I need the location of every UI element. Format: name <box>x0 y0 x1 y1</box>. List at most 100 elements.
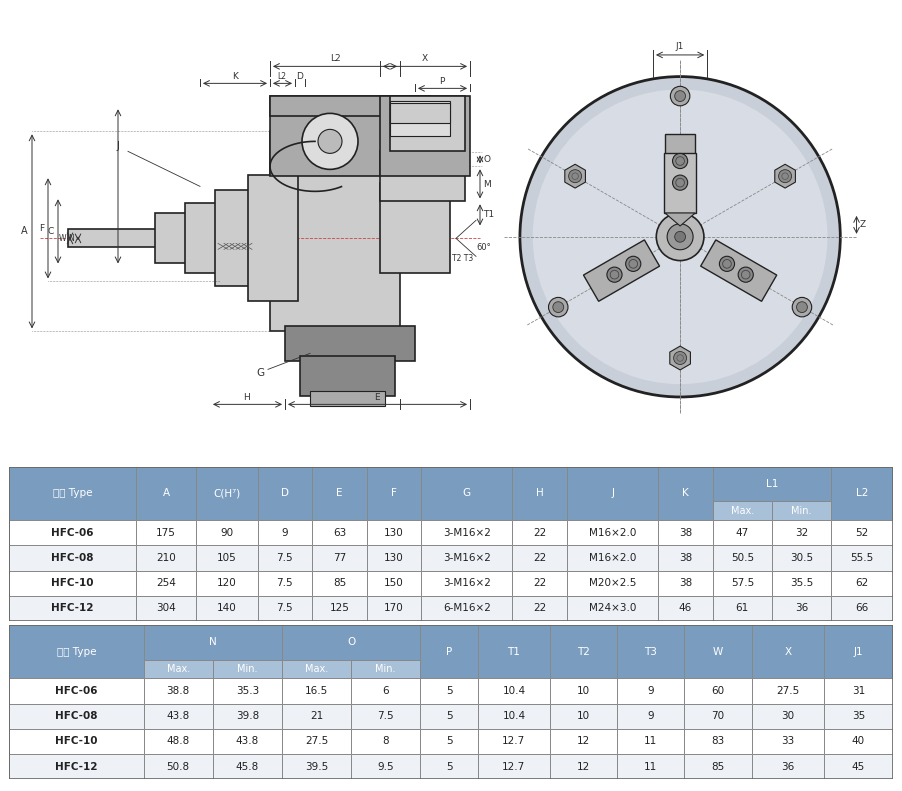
Bar <box>658 570 713 596</box>
Circle shape <box>673 153 687 168</box>
Text: Max.: Max. <box>305 664 328 674</box>
FancyBboxPatch shape <box>701 240 777 301</box>
Text: T3: T3 <box>644 647 658 657</box>
Bar <box>685 679 751 703</box>
Text: T2: T2 <box>577 647 590 657</box>
Text: 5: 5 <box>446 736 453 747</box>
Circle shape <box>673 175 687 191</box>
Bar <box>478 625 550 679</box>
Bar <box>258 570 312 596</box>
Circle shape <box>738 267 753 282</box>
Text: 3-M16×2: 3-M16×2 <box>443 553 491 563</box>
Bar <box>617 703 685 729</box>
Text: 77: 77 <box>333 553 346 563</box>
Text: 35.3: 35.3 <box>235 686 259 696</box>
Text: M24×3.0: M24×3.0 <box>589 604 636 613</box>
Text: J1: J1 <box>676 42 685 51</box>
Text: 43.8: 43.8 <box>235 736 259 747</box>
Bar <box>658 596 713 621</box>
Bar <box>282 660 351 679</box>
Bar <box>617 625 685 679</box>
Text: 3-M16×2: 3-M16×2 <box>443 578 491 589</box>
Text: 130: 130 <box>384 528 404 538</box>
Bar <box>312 520 367 545</box>
Bar <box>380 184 450 274</box>
Bar <box>351 729 420 754</box>
Polygon shape <box>775 165 796 188</box>
Bar <box>420 679 478 703</box>
Bar <box>136 545 196 570</box>
Bar <box>380 151 465 202</box>
Text: H: H <box>536 489 544 498</box>
Text: HFC-10: HFC-10 <box>55 736 97 747</box>
Bar <box>751 703 824 729</box>
Bar <box>9 520 136 545</box>
Bar <box>282 754 351 779</box>
Bar <box>617 754 685 779</box>
Text: T1: T1 <box>508 647 520 657</box>
Bar <box>751 729 824 754</box>
Text: X: X <box>784 647 791 657</box>
Text: 130: 130 <box>384 553 404 563</box>
Text: 170: 170 <box>384 604 404 613</box>
Text: D: D <box>281 489 289 498</box>
Bar <box>751 754 824 779</box>
Text: HFC-08: HFC-08 <box>51 553 94 563</box>
Text: 66: 66 <box>855 604 869 613</box>
Text: L2: L2 <box>856 489 869 498</box>
Bar <box>658 467 713 520</box>
Circle shape <box>796 301 807 312</box>
Polygon shape <box>565 165 585 188</box>
Bar <box>282 703 351 729</box>
Text: O: O <box>347 638 355 647</box>
Bar <box>9 467 136 520</box>
Bar <box>312 570 367 596</box>
Text: J: J <box>116 142 119 151</box>
Bar <box>390 104 450 123</box>
Bar <box>772 570 831 596</box>
Text: N: N <box>209 638 216 647</box>
Bar <box>312 545 367 570</box>
Text: 5: 5 <box>446 711 453 721</box>
Text: Min.: Min. <box>791 505 812 516</box>
Text: 33: 33 <box>781 736 795 747</box>
Text: 40: 40 <box>851 736 865 747</box>
Text: 210: 210 <box>156 553 176 563</box>
Text: T2 T3: T2 T3 <box>452 255 474 263</box>
Bar <box>772 501 831 520</box>
Bar <box>567 520 658 545</box>
Text: 27.5: 27.5 <box>305 736 328 747</box>
Text: 46: 46 <box>679 604 692 613</box>
Bar <box>421 570 512 596</box>
Text: G: G <box>463 489 471 498</box>
Bar <box>567 467 658 520</box>
Text: K: K <box>232 72 238 81</box>
Circle shape <box>318 130 342 153</box>
Text: Max.: Max. <box>731 505 754 516</box>
Text: HFC-08: HFC-08 <box>55 711 97 721</box>
Text: Min.: Min. <box>237 664 258 674</box>
Text: 35: 35 <box>851 711 865 721</box>
Bar <box>478 703 550 729</box>
Bar <box>285 327 415 361</box>
Bar <box>282 729 351 754</box>
Text: 60°: 60° <box>476 244 491 252</box>
Bar <box>772 520 831 545</box>
Text: L1: L1 <box>766 479 778 489</box>
Text: 36: 36 <box>781 762 795 771</box>
Circle shape <box>720 256 734 271</box>
Text: 6: 6 <box>382 686 389 696</box>
Text: 90: 90 <box>220 528 233 538</box>
Text: 61: 61 <box>736 604 749 613</box>
Bar <box>312 596 367 621</box>
Text: 38: 38 <box>679 553 692 563</box>
Circle shape <box>792 297 812 317</box>
Circle shape <box>674 351 686 365</box>
Text: 5: 5 <box>446 762 453 771</box>
Bar <box>751 625 824 679</box>
Bar <box>258 596 312 621</box>
Text: 22: 22 <box>533 578 547 589</box>
Bar <box>155 214 215 263</box>
Text: 11: 11 <box>644 736 658 747</box>
FancyBboxPatch shape <box>584 240 659 301</box>
